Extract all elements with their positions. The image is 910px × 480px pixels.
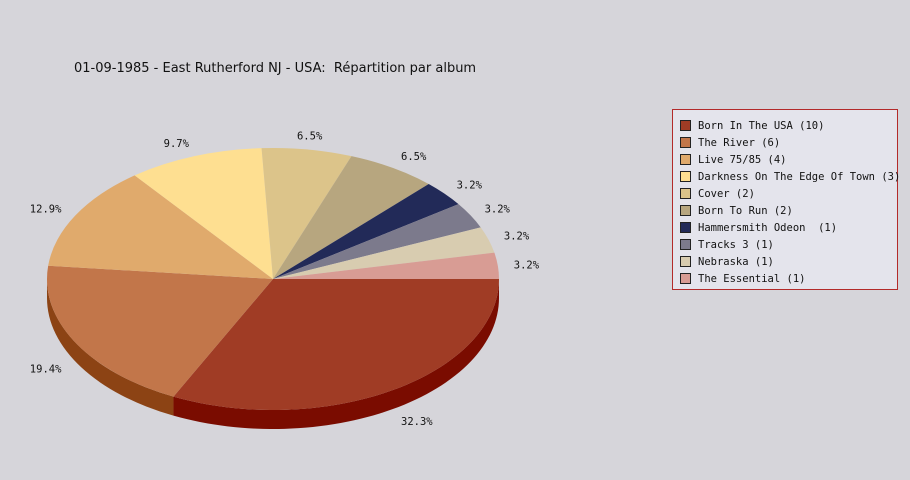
legend-label: Born In The USA (10)	[698, 119, 825, 132]
legend: Born In The USA (10) The River (6) Live 75…	[672, 109, 901, 290]
legend-label: Nebraska (1)	[698, 255, 774, 268]
legend-swatch	[680, 205, 691, 216]
pie-slice	[273, 156, 429, 279]
pie-percent-label: 3.2%	[514, 259, 540, 271]
pie-slice	[273, 184, 459, 279]
pie-labels: 32.3%19.4%12.9%9.7%6.5%6.5%3.2%3.2%3.2%3…	[30, 131, 540, 428]
pie-percent-label: 3.2%	[485, 204, 511, 216]
legend-swatch	[680, 222, 691, 233]
pie-percent-label: 6.5%	[297, 131, 323, 143]
pie-percent-label: 3.2%	[504, 231, 530, 243]
legend-label: Hammersmith Odeon (1)	[698, 221, 838, 234]
legend-label: The Essential (1)	[698, 272, 806, 285]
legend-swatch	[680, 273, 691, 284]
pie-slice-side	[47, 279, 174, 416]
chart-title: 01-09-1985 - East Rutherford NJ - USA: R…	[74, 61, 477, 76]
pie-slice	[47, 265, 274, 397]
legend-item: Born To Run (2)	[680, 202, 897, 219]
pie-slice	[261, 148, 352, 279]
legend-swatch	[680, 137, 691, 148]
legend-swatch	[680, 171, 691, 182]
pie-slice	[273, 227, 495, 279]
legend-item: Born In The USA (10)	[680, 117, 897, 134]
pie-slice	[48, 175, 274, 279]
pie-slice	[134, 148, 273, 279]
pie-percent-label: 12.9%	[30, 204, 62, 216]
pie-slice	[273, 204, 481, 279]
pie-tops	[47, 148, 499, 410]
legend-item: The River (6)	[680, 134, 897, 151]
pie-slice-side	[173, 279, 499, 429]
pie-percent-label: 32.3%	[401, 416, 433, 428]
legend-item: Cover (2)	[680, 185, 897, 202]
legend-item: The Essential (1)	[680, 270, 897, 287]
legend-swatch	[680, 256, 691, 267]
legend-label: Live 75/85 (4)	[698, 153, 787, 166]
pie-percent-label: 3.2%	[457, 180, 483, 192]
pie-sides	[47, 279, 499, 429]
legend-label: Cover (2)	[698, 187, 755, 200]
pie-slice	[273, 252, 499, 279]
legend-label: Born To Run (2)	[698, 204, 793, 217]
legend-item: Live 75/85 (4)	[680, 151, 897, 168]
pie-slice	[173, 279, 499, 410]
legend-item: Nebraska (1)	[680, 253, 897, 270]
legend-item: Darkness On The Edge Of Town (3)	[680, 168, 901, 185]
legend-label: The River (6)	[698, 136, 781, 149]
legend-item: Tracks 3 (1)	[680, 236, 897, 253]
legend-swatch	[680, 239, 691, 250]
pie-percent-label: 9.7%	[164, 138, 190, 150]
legend-swatch	[680, 120, 691, 131]
legend-item: Hammersmith Odeon (1)	[680, 219, 897, 236]
legend-label: Darkness On The Edge Of Town (3)	[698, 170, 901, 183]
legend-swatch	[680, 188, 691, 199]
pie-percent-label: 6.5%	[401, 151, 427, 163]
legend-label: Tracks 3 (1)	[698, 238, 774, 251]
pie-percent-label: 19.4%	[30, 363, 62, 375]
legend-swatch	[680, 154, 691, 165]
